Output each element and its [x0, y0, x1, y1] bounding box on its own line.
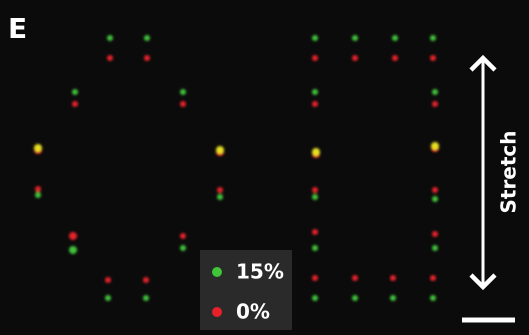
dot — [72, 89, 78, 95]
dot — [107, 35, 113, 41]
dot — [432, 245, 438, 251]
dot — [35, 192, 41, 198]
dot — [180, 245, 186, 251]
dot — [312, 35, 318, 41]
dot — [312, 187, 318, 193]
dot — [143, 277, 149, 283]
dot — [69, 232, 77, 240]
dot — [432, 89, 438, 95]
dot — [180, 101, 186, 107]
dot — [430, 275, 436, 281]
dot — [180, 89, 186, 95]
dot — [105, 277, 111, 283]
figure-panel: E 15% 0% Stretch — [0, 0, 529, 335]
dot — [69, 246, 77, 254]
dot — [217, 187, 223, 193]
dot — [432, 187, 438, 193]
dot — [392, 35, 398, 41]
dot — [431, 142, 439, 150]
dot — [107, 55, 113, 61]
dot — [312, 295, 318, 301]
dot — [312, 101, 318, 107]
dot — [143, 295, 149, 301]
dot — [312, 275, 318, 281]
dot — [352, 275, 358, 281]
dot — [72, 101, 78, 107]
dot — [432, 231, 438, 237]
dot — [312, 148, 320, 156]
dot — [144, 55, 150, 61]
dot — [312, 245, 318, 251]
arrow-label: Stretch — [497, 130, 521, 213]
dot — [312, 194, 318, 200]
dot — [34, 144, 42, 152]
dot — [35, 186, 41, 192]
dot — [390, 295, 396, 301]
dot — [430, 55, 436, 61]
dot — [352, 35, 358, 41]
dot — [180, 233, 186, 239]
dot — [432, 101, 438, 107]
dot — [430, 35, 436, 41]
panel-label: E — [8, 12, 27, 45]
legend-label: 15% — [236, 260, 284, 284]
legend-swatch — [212, 307, 222, 317]
dot — [430, 295, 436, 301]
dot — [217, 194, 223, 200]
dot — [105, 295, 111, 301]
dot — [312, 229, 318, 235]
legend-label: 0% — [236, 300, 270, 324]
dot — [312, 55, 318, 61]
dot — [390, 275, 396, 281]
dot — [144, 35, 150, 41]
dot — [312, 89, 318, 95]
dot — [216, 146, 224, 154]
dot — [392, 55, 398, 61]
legend-swatch — [212, 267, 222, 277]
dot — [352, 295, 358, 301]
dot — [352, 55, 358, 61]
dot — [432, 196, 438, 202]
